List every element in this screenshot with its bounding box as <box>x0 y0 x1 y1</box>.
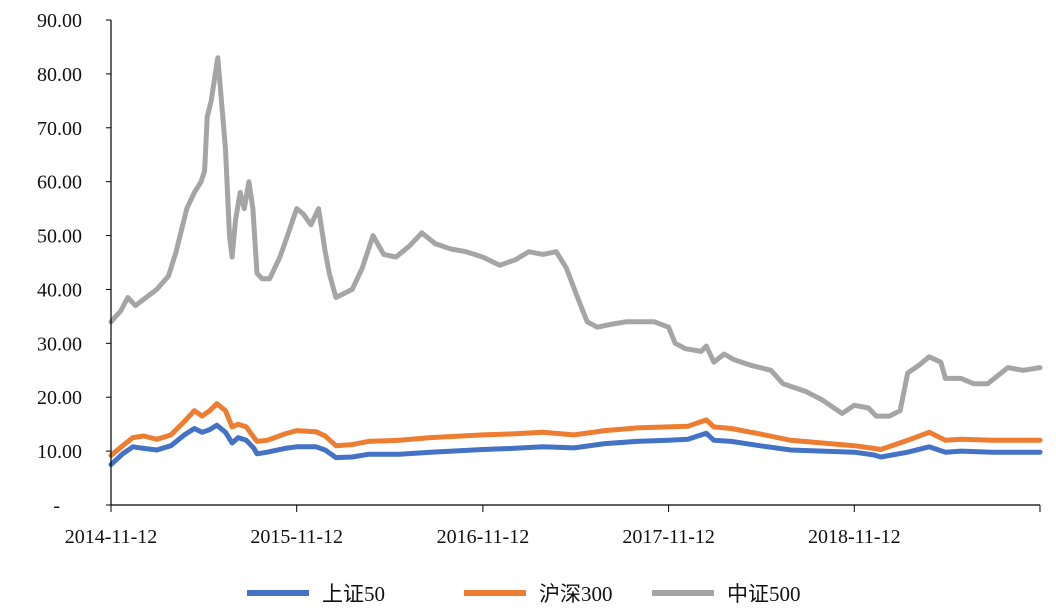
x-tick-label: 2014-11-12 <box>65 526 158 548</box>
y-axis-tick-labels: - 10.00 20.00 30.00 40.00 50.00 60.00 70.00 80.0… <box>37 10 82 517</box>
y-tick-label: 60.00 <box>37 172 82 194</box>
series-line <box>108 422 1043 468</box>
y-tick-label: 90.00 <box>37 10 82 32</box>
series-line <box>108 55 1043 419</box>
legend: 上证50 沪深300 中证500 <box>247 582 801 606</box>
y-tick-label: 70.00 <box>37 118 82 140</box>
legend-label: 中证500 <box>727 582 801 606</box>
y-tick-label: 20.00 <box>37 387 82 409</box>
series-line <box>108 401 1043 458</box>
legend-label: 沪深300 <box>539 582 613 606</box>
x-axis-tick-labels: 2014-11-12 2015-11-12 2016-11-12 2017-11-12… <box>65 526 901 548</box>
y-tick-label: - <box>53 495 60 517</box>
x-tick-label: 2017-11-12 <box>622 526 715 548</box>
y-tick-label: 40.00 <box>37 279 82 301</box>
x-tick-label: 2015-11-12 <box>250 526 343 548</box>
y-tick-label: 50.00 <box>37 226 82 248</box>
y-tick-label: 10.00 <box>37 441 82 463</box>
legend-label: 上证50 <box>322 582 385 606</box>
y-tick-label: 80.00 <box>37 64 82 86</box>
x-tick-label: 2018-11-12 <box>808 526 901 548</box>
plot-lines <box>108 55 1043 468</box>
y-tick-label: 30.00 <box>37 333 82 355</box>
axes <box>106 19 1041 512</box>
x-tick-label: 2016-11-12 <box>437 526 530 548</box>
